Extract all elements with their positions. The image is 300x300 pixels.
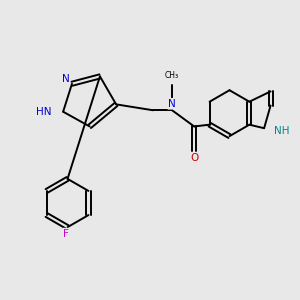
Text: HN: HN bbox=[37, 107, 52, 117]
Text: NH: NH bbox=[274, 126, 289, 136]
Text: F: F bbox=[63, 229, 69, 238]
Text: O: O bbox=[190, 153, 198, 163]
Text: CH₃: CH₃ bbox=[165, 71, 179, 80]
Text: N: N bbox=[168, 99, 176, 109]
Text: N: N bbox=[61, 74, 69, 84]
